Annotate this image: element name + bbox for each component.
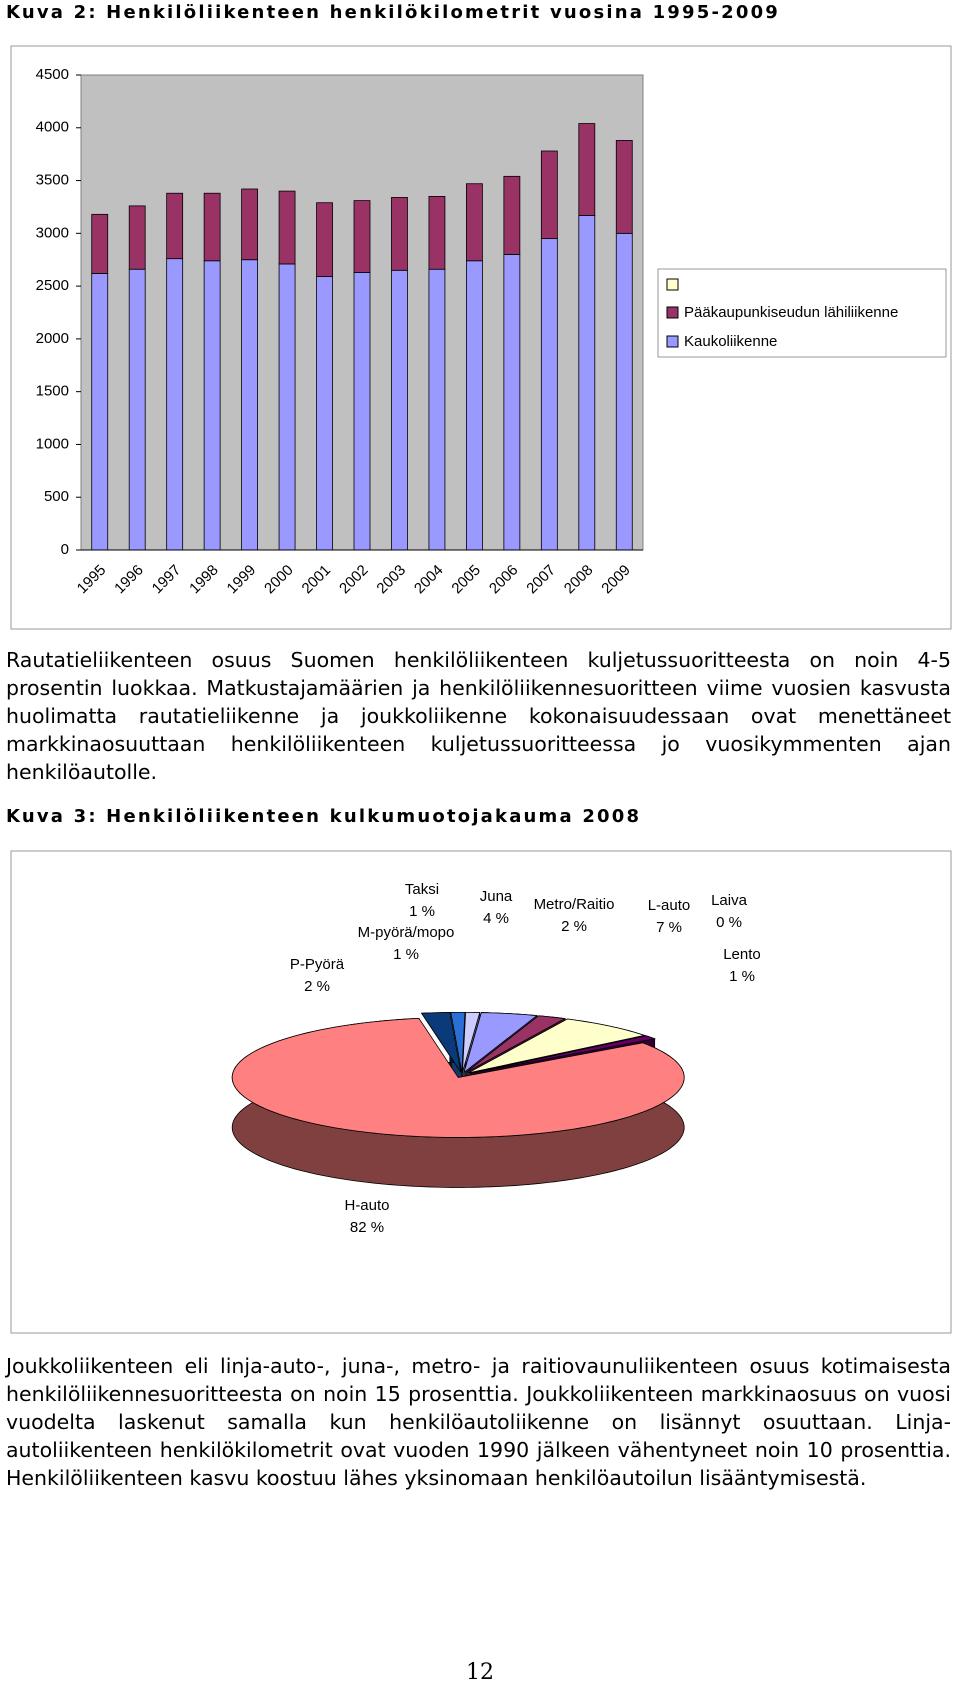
slice-value-label: 1 % [409,903,435,920]
legend-swatch [666,278,679,291]
bar-segment [241,259,259,551]
bar-segment [166,192,184,260]
slice-label: Taksi [405,881,439,898]
bar-segment [278,263,296,551]
slice-label: L-auto [648,897,691,914]
bar-segment [91,213,109,274]
slice-value-label: 82 % [350,1219,384,1236]
bar-segment [128,205,146,270]
y-tick-label: 1000 [36,435,69,452]
bar-segment [203,192,221,262]
bar-segment [578,123,596,216]
bar-segment [465,183,483,262]
bar-segment [278,190,296,265]
bar-segment [203,260,221,551]
bar-segment [578,214,596,551]
pie-slice [450,1011,466,1073]
bar-segment [128,268,146,551]
y-tick-label: 4000 [36,119,69,136]
bar-segment [241,188,259,261]
slice-label: Metro/Raitio [534,896,615,913]
bar-segment [428,195,446,270]
bar-segment [391,269,408,551]
bar-segment [91,273,109,551]
slice-value-label: 1 % [729,968,755,985]
bar-segment [391,197,408,271]
paragraph: Joukkoliikenteen eli linja-auto-, juna-,… [6,1354,951,1490]
bar-segment [316,202,333,278]
y-tick-label: 3000 [36,224,69,241]
bar-segment [316,276,333,551]
bar-segment [353,271,371,551]
legend-swatch [666,306,679,319]
pie-slice [468,1018,646,1074]
page-number: 12 [466,1660,494,1685]
bar-segment [540,238,558,551]
slice-label: Juna [480,888,513,905]
slice-value-label: 2 % [561,918,587,935]
y-tick-label: 0 [61,541,69,558]
bar-segment [166,258,184,551]
pie-slice [469,1035,657,1074]
y-tick-label: 1500 [36,383,69,400]
bar-segment [503,254,521,551]
y-tick-label: 500 [44,488,69,505]
pie-slice [231,1017,685,1138]
figure-title: Kuva 3: Henkilöliikenteen kulkumuotojaka… [6,806,642,827]
bar-segment [465,260,483,551]
pie-slice [463,1012,538,1074]
pie-slice [420,1012,462,1073]
legend-label: Kaukoliikenne [684,333,777,350]
pie-slice [465,1015,567,1073]
legend-swatch [666,335,679,348]
bar-segment [428,268,446,551]
bar-segment [503,175,521,255]
legend-box [657,268,947,358]
y-tick-label: 2000 [36,330,69,347]
slice-value-label: 1 % [393,946,419,963]
y-tick-label: 3500 [36,172,69,189]
slice-value-label: 7 % [656,919,682,936]
bar-segment [615,140,633,234]
slice-label: P-Pyörä [290,956,345,973]
slice-label: M-pyörä/mopo [358,924,455,941]
pie-slice [462,1011,481,1073]
y-tick-label: 2500 [36,277,69,294]
y-tick-label: 4500 [36,66,69,83]
figure-title: Kuva 2: Henkilöliikenteen henkilökilomet… [6,2,781,23]
slice-value-label: 0 % [716,914,742,931]
paragraph: Rautatieliikenteen osuus Suomen henkilöl… [6,648,951,784]
bar-segment [615,232,633,551]
slice-value-label: 4 % [483,910,509,927]
slice-value-label: 2 % [304,978,330,995]
bar-segment [540,150,558,240]
slice-label: Lento [723,946,761,963]
slice-label: H-auto [344,1197,389,1214]
legend-label: Pääkaupunkiseudun lähiliikenne [684,304,898,321]
slice-label: Laiva [711,892,748,909]
bar-segment [353,200,371,273]
